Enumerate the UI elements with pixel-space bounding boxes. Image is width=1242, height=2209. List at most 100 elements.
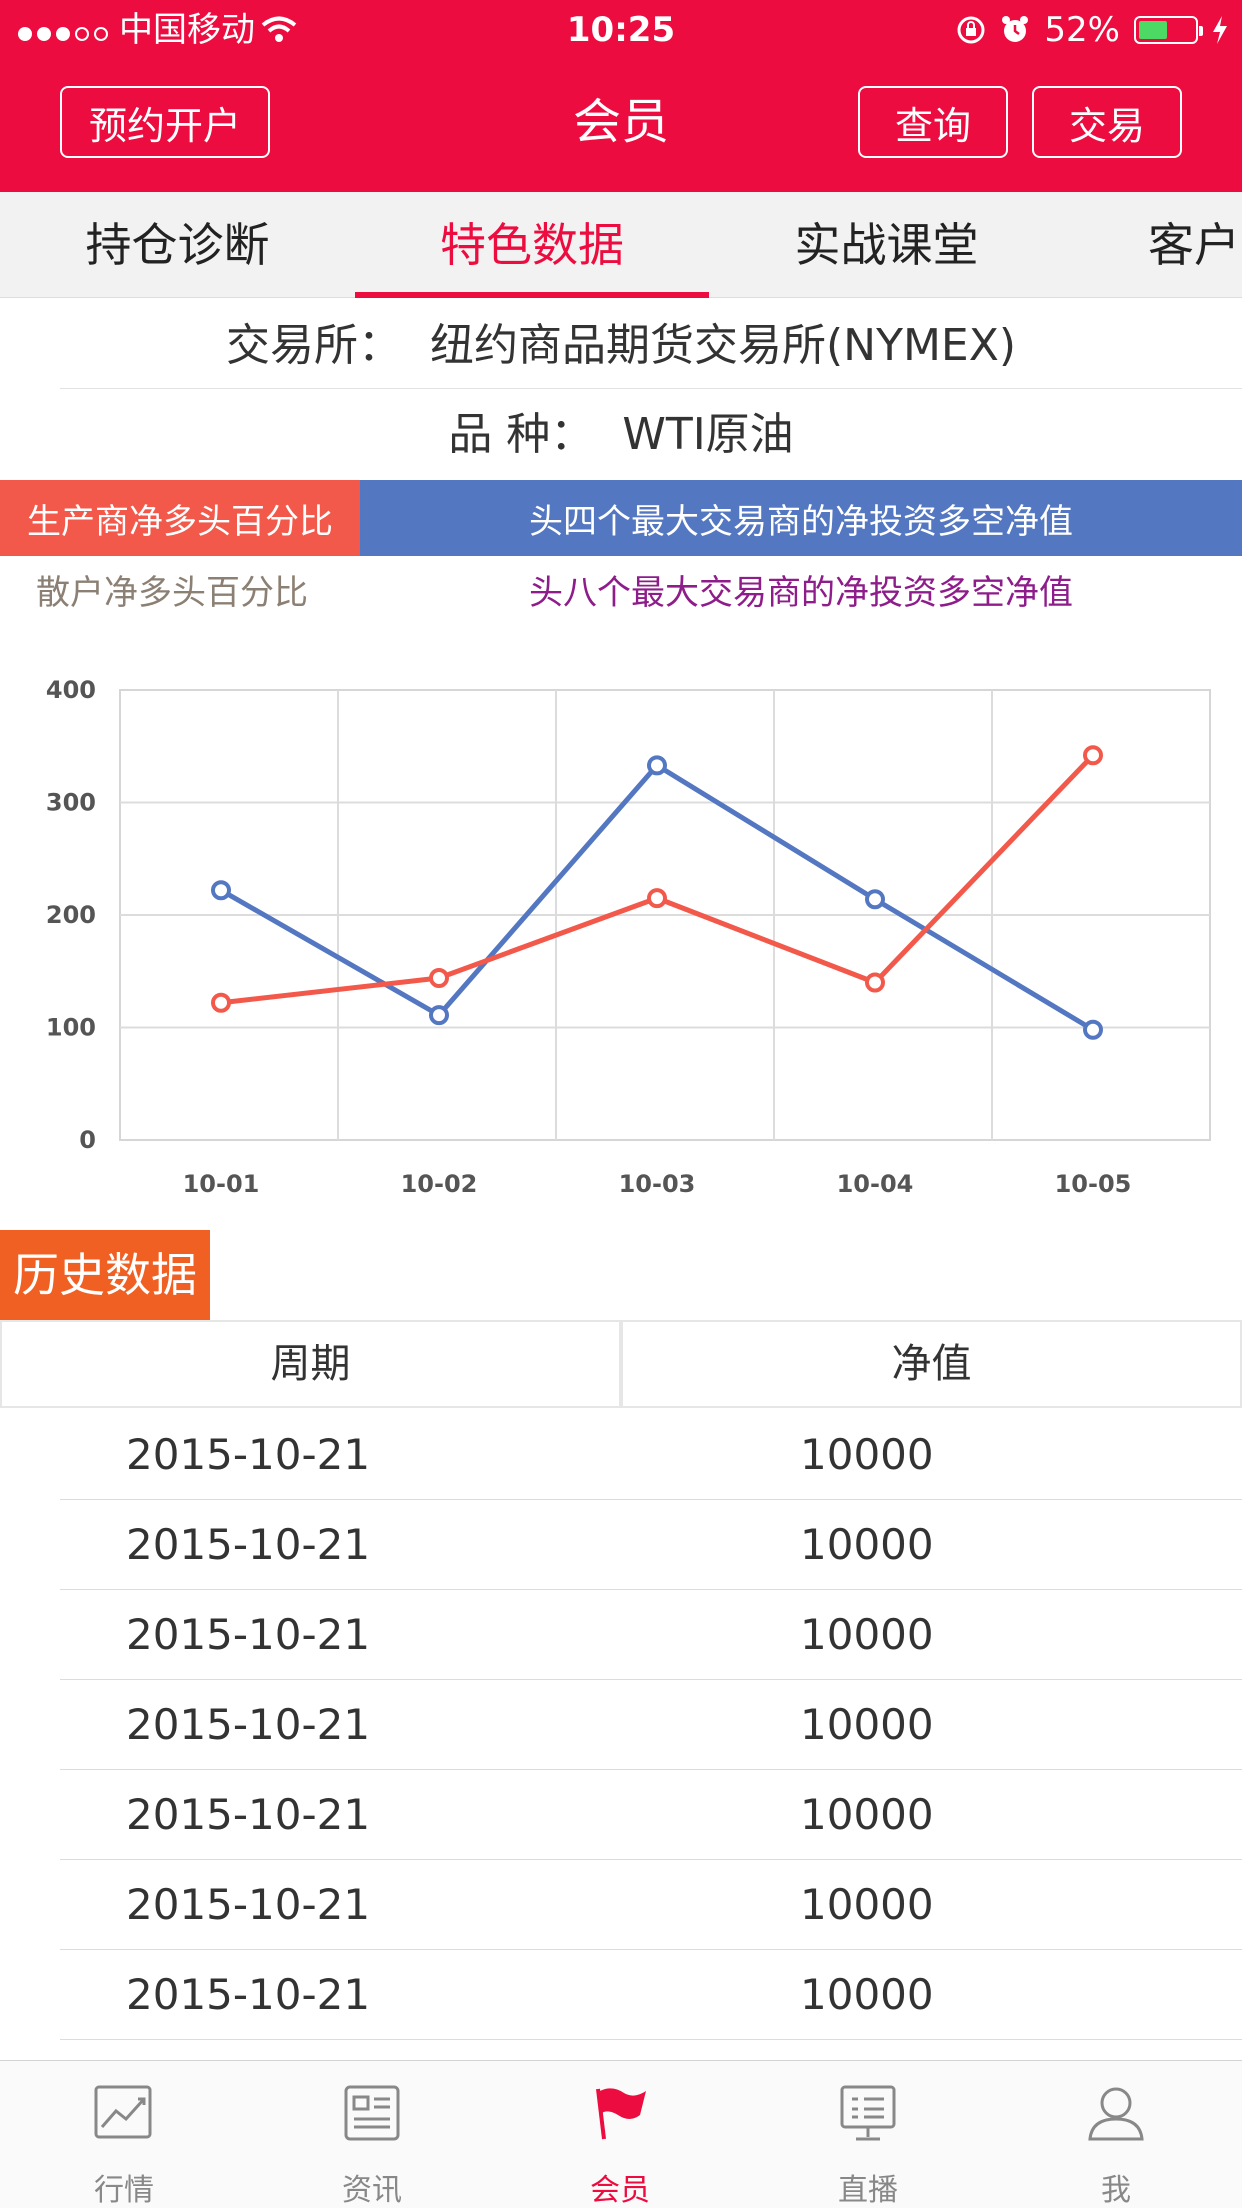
- row-date: 2015-10-21: [126, 1610, 371, 1659]
- bottom-tab-bar: 行情 资讯 会员 直播 我: [0, 2060, 1242, 2208]
- carrier-name: 中国移动: [119, 10, 255, 50]
- row-date: 2015-10-21: [126, 1880, 371, 1929]
- x-tick-label: 10-02: [401, 1170, 478, 1198]
- data-point: [865, 972, 885, 993]
- query-button[interactable]: 查询: [858, 86, 1008, 158]
- user-icon: [1088, 2087, 1144, 2141]
- x-tick-label: 10-01: [183, 1170, 260, 1198]
- y-tick-label: 300: [46, 789, 96, 817]
- data-point: [647, 755, 667, 776]
- tabbar-label: 行情: [94, 2173, 154, 2208]
- tabbar-item-member[interactable]: 会员: [496, 2061, 744, 2209]
- y-tick-label: 0: [79, 1126, 96, 1154]
- legend-retail[interactable]: 散户净多头百分比: [36, 572, 308, 613]
- row-divider: [60, 1769, 1242, 1770]
- table-row[interactable]: 2015-10-21 10000: [0, 1590, 1242, 1680]
- tabbar-item-news[interactable]: 资讯: [248, 2061, 496, 2209]
- legend-producer[interactable]: 生产商净多头百分比: [0, 480, 360, 556]
- legend-top4[interactable]: 头四个最大交易商的净投资多空净值: [360, 480, 1242, 556]
- x-tick-label: 10-04: [837, 1170, 914, 1198]
- table-row[interactable]: 2015-10-21 10000: [0, 1500, 1242, 1590]
- battery-percent: 52%: [1044, 10, 1120, 50]
- tab-position-diagnosis[interactable]: 持仓诊断: [85, 218, 270, 272]
- data-point: [211, 992, 231, 1013]
- row-value: 10000: [800, 1880, 934, 1929]
- column-header-period: 周期: [0, 1320, 621, 1408]
- tabbar-item-market[interactable]: 行情: [0, 2061, 248, 2209]
- row-value: 10000: [800, 1430, 934, 1479]
- data-point: [429, 968, 449, 988]
- column-header-value: 净值: [621, 1320, 1242, 1408]
- row-divider: [60, 2039, 1242, 2040]
- data-point: [647, 888, 667, 909]
- charging-icon: [1213, 16, 1227, 44]
- tabbar-label: 资讯: [342, 2173, 402, 2208]
- row-divider: [60, 1499, 1242, 1500]
- y-tick-label: 200: [46, 901, 96, 929]
- data-point: [429, 1005, 449, 1026]
- tabbar-item-me[interactable]: 我: [992, 2061, 1240, 2209]
- row-value: 10000: [800, 1790, 934, 1839]
- history-title: 历史数据: [0, 1230, 210, 1320]
- wifi-icon: [261, 16, 297, 42]
- status-right: 52%: [956, 10, 1228, 50]
- y-tick-label: 100: [46, 1014, 96, 1042]
- carrier: 中国移动: [18, 10, 297, 50]
- data-point: [865, 889, 885, 910]
- data-point: [1083, 1019, 1103, 1040]
- table-row[interactable]: 2015-10-21 10000: [0, 1950, 1242, 2040]
- row-divider: [60, 1949, 1242, 1950]
- page-title: 会员: [572, 94, 669, 150]
- open-account-button[interactable]: 预约开户: [60, 86, 270, 158]
- tabbar-label: 我: [1101, 2173, 1131, 2208]
- variety-row: 品 种： WTI原油: [0, 402, 1242, 468]
- row-date: 2015-10-21: [126, 1790, 371, 1839]
- tabbar-item-live[interactable]: 直播: [744, 2061, 992, 2209]
- row-date: 2015-10-21: [126, 1970, 371, 2019]
- row-value: 10000: [800, 1520, 934, 1569]
- row-divider: [60, 1859, 1242, 1860]
- status-time: 10:25: [566, 10, 676, 50]
- data-point: [1083, 745, 1103, 766]
- exchange-label: 交易所：: [225, 320, 402, 371]
- row-date: 2015-10-21: [126, 1430, 371, 1479]
- table-row[interactable]: 2015-10-21 10000: [0, 1770, 1242, 1860]
- y-tick-label: 400: [46, 676, 96, 704]
- chart-icon: [94, 2085, 152, 2139]
- data-point: [211, 880, 231, 901]
- table-row[interactable]: 2015-10-21 10000: [0, 1860, 1242, 1950]
- tab-practical-class[interactable]: 实战课堂: [794, 218, 979, 272]
- row-value: 10000: [800, 1610, 934, 1659]
- table-row[interactable]: 2015-10-21 10000: [0, 1410, 1242, 1500]
- live-icon: [840, 2085, 896, 2141]
- battery-icon: [1134, 16, 1203, 44]
- alarm-icon: [1002, 16, 1029, 42]
- row-divider: [60, 1589, 1242, 1590]
- segment-tabs: 持仓诊断 特色数据 实战课堂 客户: [0, 192, 1242, 298]
- rotation-lock-icon: [957, 16, 985, 44]
- flag-icon: [596, 2088, 646, 2140]
- variety-label: 品 种：: [448, 409, 595, 460]
- legend-top8[interactable]: 头八个最大交易商的净投资多空净值: [529, 572, 1073, 613]
- x-tick-label: 10-05: [1055, 1170, 1132, 1198]
- line-chart: 400 300 200 100 0 10-01 10-02 10-03 10-04 10-05: [46, 676, 1211, 1198]
- table-row[interactable]: 2015-10-21 10000: [0, 1680, 1242, 1770]
- trade-button[interactable]: 交易: [1032, 86, 1182, 158]
- signal-icon: [18, 10, 113, 50]
- row-value: 10000: [800, 1970, 934, 2019]
- tab-customer[interactable]: 客户: [1148, 218, 1240, 272]
- status-bar: 中国移动 10:25 52%: [0, 0, 1242, 62]
- divider: [60, 388, 1242, 389]
- variety-value: WTI原油: [622, 409, 794, 460]
- tabbar-label: 直播: [838, 2173, 898, 2208]
- news-icon: [344, 2085, 400, 2141]
- tab-featured-data[interactable]: 特色数据: [440, 218, 624, 272]
- row-value: 10000: [800, 1700, 934, 1749]
- exchange-value: 纽约商品期货交易所(NYMEX): [429, 320, 1017, 371]
- top-bar: 中国移动 10:25 52% 预约开户 会员 查询 交易: [0, 0, 1242, 192]
- row-date: 2015-10-21: [126, 1700, 371, 1749]
- x-tick-label: 10-03: [619, 1170, 696, 1198]
- active-tab-indicator: [355, 292, 709, 298]
- row-divider: [60, 1679, 1242, 1680]
- tabbar-label: 会员: [590, 2173, 650, 2208]
